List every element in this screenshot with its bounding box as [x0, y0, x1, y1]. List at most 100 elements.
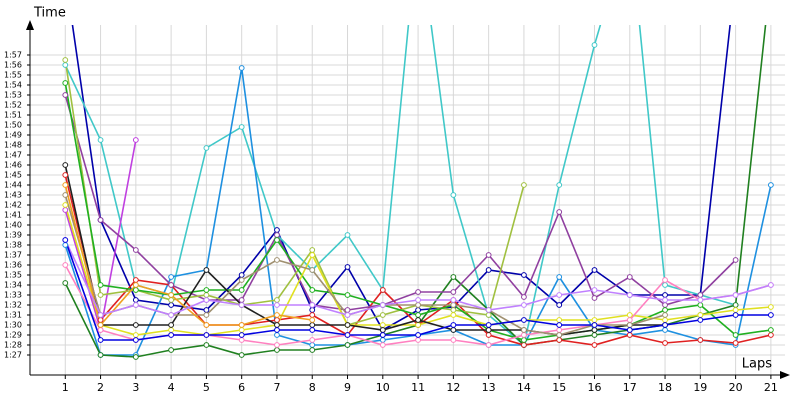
point-marker: [450, 312, 457, 318]
x-tick-label: 17: [623, 381, 637, 394]
point-marker: [450, 289, 457, 295]
point-marker: [662, 327, 668, 333]
series-line: [71, 25, 731, 332]
point-marker: [662, 340, 668, 346]
point-marker: [591, 287, 598, 293]
point-marker: [556, 317, 563, 323]
point-marker: [415, 297, 421, 303]
point-marker: [556, 274, 563, 280]
x-tick-label: 5: [203, 381, 210, 394]
point-marker: [274, 327, 280, 333]
point-marker: [521, 337, 527, 343]
point-marker: [450, 274, 457, 280]
y-tick-label: 1:57: [4, 51, 22, 60]
point-marker: [97, 217, 104, 223]
x-tick-label: 10: [376, 381, 390, 394]
y-tick-label: 1:42: [4, 201, 22, 210]
point-marker: [132, 322, 139, 328]
point-marker: [238, 302, 245, 308]
point-marker: [344, 264, 351, 270]
point-marker: [132, 137, 139, 143]
x-tick-label: 14: [517, 381, 531, 394]
point-marker: [309, 267, 316, 273]
point-marker: [274, 317, 280, 323]
point-marker: [62, 182, 69, 188]
y-axis-label: Time: [33, 6, 66, 21]
x-tick-label: 3: [132, 381, 139, 394]
x-tick-label: 20: [729, 381, 743, 394]
point-marker: [203, 342, 210, 348]
point-marker: [203, 312, 210, 318]
point-marker: [485, 252, 492, 258]
point-marker: [415, 337, 421, 343]
point-marker: [415, 302, 421, 308]
point-marker: [556, 322, 563, 328]
point-marker: [450, 192, 457, 198]
point-marker: [168, 297, 175, 303]
y-tick-label: 1:35: [4, 271, 22, 280]
point-marker: [203, 292, 210, 298]
x-tick-label: 9: [344, 381, 351, 394]
point-marker: [62, 80, 69, 86]
point-marker: [97, 317, 104, 323]
point-marker: [450, 297, 457, 303]
point-marker: [521, 332, 527, 338]
point-marker: [309, 302, 316, 308]
point-marker: [132, 297, 139, 303]
point-marker: [132, 247, 139, 253]
point-marker: [168, 302, 175, 308]
point-marker: [556, 302, 563, 308]
point-marker: [238, 327, 245, 333]
point-marker: [556, 292, 563, 298]
point-marker: [662, 307, 668, 313]
point-marker: [309, 347, 316, 353]
point-marker: [97, 352, 104, 358]
point-marker: [591, 327, 598, 333]
point-marker: [62, 57, 69, 63]
series-line: [64, 184, 313, 327]
point-marker: [485, 307, 492, 313]
point-marker: [62, 202, 69, 208]
point-marker: [450, 322, 457, 328]
y-tick-label: 1:29: [4, 331, 22, 340]
point-marker: [591, 42, 598, 48]
point-marker: [591, 295, 598, 301]
y-tick-label: 1:56: [4, 61, 22, 70]
x-tick-label: 12: [446, 381, 460, 394]
point-marker: [97, 327, 104, 333]
point-marker: [203, 287, 210, 293]
point-marker: [62, 62, 69, 68]
point-marker: [556, 327, 563, 333]
point-marker: [274, 257, 280, 263]
point-marker: [344, 342, 351, 348]
point-marker: [238, 297, 245, 303]
series-line: [64, 94, 737, 311]
point-marker: [732, 257, 739, 263]
point-marker: [556, 332, 563, 338]
point-marker: [274, 227, 280, 233]
plot-area: [62, 25, 774, 360]
point-marker: [591, 332, 598, 338]
x-tick-label: 21: [764, 381, 778, 394]
point-marker: [485, 267, 492, 273]
point-marker: [309, 342, 316, 348]
point-marker: [274, 322, 280, 328]
y-tick-label: 1:50: [4, 121, 22, 130]
point-marker: [62, 192, 69, 198]
x-tick-label: 19: [693, 381, 707, 394]
point-marker: [591, 317, 598, 323]
series-line: [64, 25, 736, 347]
point-marker: [662, 302, 668, 308]
point-marker: [767, 327, 774, 333]
point-marker: [238, 65, 245, 71]
point-marker: [203, 145, 210, 151]
point-marker: [168, 327, 175, 333]
point-marker: [309, 252, 316, 258]
point-marker: [168, 347, 175, 353]
point-marker: [168, 312, 175, 318]
point-marker: [379, 312, 386, 318]
point-marker: [62, 172, 69, 178]
y-tick-label: 1:41: [4, 211, 22, 220]
point-marker: [274, 342, 280, 348]
point-marker: [379, 342, 386, 348]
